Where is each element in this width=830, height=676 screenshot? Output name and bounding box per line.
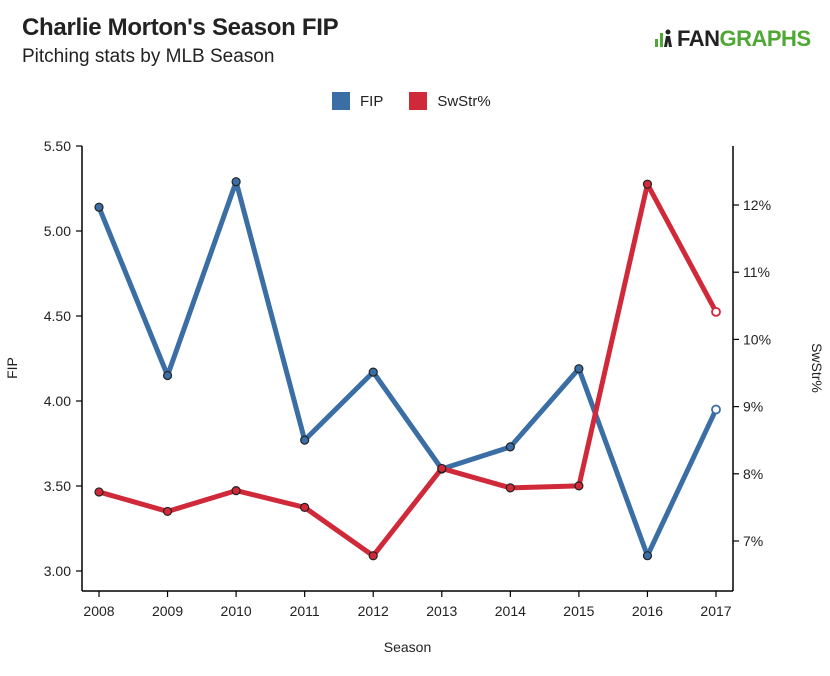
fangraphs-logo-icon: [655, 29, 672, 47]
logo-text-graphs: GRAPHS: [719, 26, 812, 51]
legend-swatch-fip: [332, 92, 350, 110]
x-tick-label: 2013: [426, 603, 457, 619]
x-tick-label: 2012: [358, 603, 389, 619]
y2-tick-label: 10%: [743, 331, 771, 347]
legend-swatch-swstr: [409, 92, 428, 110]
x-tick-label: 2009: [152, 603, 183, 619]
x-tick-label: 2017: [700, 603, 731, 619]
x-tick-label: 2010: [221, 603, 252, 619]
legend-label-fip: FIP: [360, 92, 384, 110]
x-tick-label: 2011: [290, 603, 320, 619]
data-point-swstr: [711, 306, 721, 317]
data-point-fip: [231, 177, 241, 187]
data-point-swstr: [437, 463, 447, 474]
data-point-swstr: [231, 486, 241, 496]
y-tick-label: 3.50: [44, 478, 71, 494]
data-point-swstr: [162, 506, 173, 517]
legend-label-swstr: SwStr%: [437, 92, 491, 110]
legend-item-fip: FIP: [332, 92, 383, 110]
y2-tick-label: 9%: [743, 399, 763, 415]
data-point-fip: [505, 442, 515, 452]
chart-subtitle: Pitching stats by MLB Season: [22, 46, 275, 67]
data-point-swstr: [642, 179, 653, 189]
data-point-swstr: [368, 551, 378, 561]
y-tick-label: 5.00: [44, 223, 71, 239]
logo-text-fan: FAN: [677, 26, 720, 51]
x-tick-label: 2015: [563, 603, 594, 619]
data-point-swstr: [505, 483, 515, 493]
y2-tick-label: 11%: [743, 264, 770, 280]
x-tick-label: 2014: [495, 603, 526, 619]
data-point-swstr: [300, 502, 310, 512]
data-point-fip: [94, 202, 104, 212]
y2-tick-label: 7%: [743, 533, 763, 549]
data-point-fip: [368, 367, 378, 377]
legend-item-swstr: SwStr%: [409, 92, 491, 110]
x-axis-title: Season: [384, 639, 431, 655]
data-point-fip: [574, 364, 584, 374]
x-tick-label: 2008: [83, 603, 114, 619]
x-tick-label: 2016: [632, 603, 663, 619]
y-tick-label: 3.00: [44, 563, 71, 579]
fangraphs-logo: FANGRAPHS: [653, 26, 811, 52]
y2-axis-title: SwStr%: [809, 343, 825, 393]
y-axis-title: FIP: [4, 357, 20, 379]
data-point-swstr: [94, 487, 104, 497]
data-point-fip: [642, 551, 653, 561]
y2-tick-label: 12%: [743, 197, 771, 213]
data-point-fip: [162, 370, 173, 381]
y-tick-label: 5.50: [44, 138, 71, 154]
y2-tick-label: 8%: [743, 466, 763, 482]
y-tick-label: 4.50: [44, 308, 71, 324]
chart-legend: FIP SwStr%: [332, 92, 517, 110]
series-line-fip: [96, 179, 719, 559]
series-line-swstr: [96, 181, 719, 559]
chart-title: Charlie Morton's Season FIP: [22, 14, 339, 41]
data-point-fip: [711, 404, 721, 415]
data-point-fip: [300, 435, 310, 445]
data-point-swstr: [574, 481, 584, 491]
y-tick-label: 4.00: [44, 393, 71, 409]
